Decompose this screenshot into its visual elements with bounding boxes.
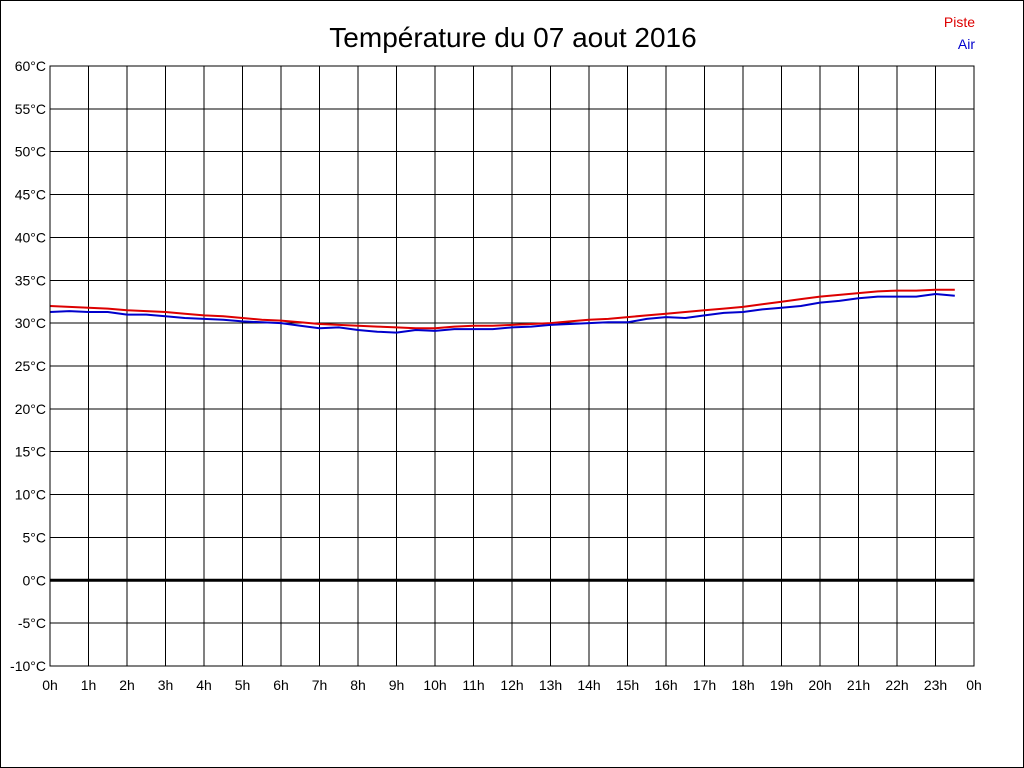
- x-tick-label: 13h: [539, 677, 562, 693]
- x-tick-label: 3h: [158, 677, 174, 693]
- series-line-piste: [49, 288, 955, 330]
- x-tick-label: 17h: [693, 677, 716, 693]
- x-tick-label: 11h: [462, 677, 484, 693]
- grid: [49, 65, 975, 667]
- x-tick-label: 2h: [119, 677, 135, 693]
- chart-title: Température du 07 aout 2016: [329, 22, 696, 53]
- x-tick-label: 7h: [312, 677, 328, 693]
- y-tick-label: 55°C: [15, 101, 46, 117]
- y-tick-label: -5°C: [18, 615, 46, 631]
- x-tick-label: 21h: [847, 677, 870, 693]
- plot-frame: [49, 65, 975, 667]
- legend-entry-air: Air: [958, 36, 975, 52]
- x-tick-label: 9h: [389, 677, 405, 693]
- series-lines: [49, 288, 955, 334]
- y-tick-label: -10°C: [10, 658, 46, 674]
- x-tick-label: 22h: [885, 677, 908, 693]
- x-tick-label: 10h: [423, 677, 446, 693]
- x-tick-label: 15h: [616, 677, 639, 693]
- y-tick-label: 40°C: [15, 229, 46, 245]
- y-tick-label: 15°C: [15, 444, 46, 460]
- y-tick-label: 0°C: [23, 572, 47, 588]
- x-tick-label: 23h: [924, 677, 947, 693]
- x-tick-label: 1h: [81, 677, 97, 693]
- y-tick-label: 45°C: [15, 187, 46, 203]
- x-axis-ticks: 0h 1h 2h 3h 4h 5h 6h 7h 8h 9h 10h 11h 12h 13h 14h 15h 16…: [42, 677, 982, 693]
- x-tick-label: 6h: [273, 677, 289, 693]
- y-axis-ticks: 60°C 55°C 50°C 45°C 40°C 35°C 30°C 25°C 20°C 15°C…: [10, 58, 46, 674]
- legend: Piste Air: [944, 14, 975, 52]
- x-tick-label: 14h: [577, 677, 600, 693]
- plot-border: [49, 65, 975, 667]
- y-tick-label: 10°C: [15, 487, 46, 503]
- series-line-air: [49, 293, 955, 334]
- y-tick-label: 30°C: [15, 315, 46, 331]
- x-tick-label: 8h: [350, 677, 366, 693]
- y-tick-label: 25°C: [15, 358, 46, 374]
- x-tick-label: 4h: [196, 677, 212, 693]
- y-tick-label: 35°C: [15, 272, 46, 288]
- y-tick-label: 50°C: [15, 144, 46, 160]
- x-tick-label: 12h: [500, 677, 523, 693]
- x-tick-label: 0h: [42, 677, 58, 693]
- x-tick-label: 20h: [808, 677, 831, 693]
- x-tick-label: 5h: [235, 677, 251, 693]
- legend-entry-piste: Piste: [944, 14, 975, 30]
- x-tick-label: 18h: [731, 677, 754, 693]
- x-tick-label: 19h: [770, 677, 793, 693]
- x-tick-label: 0h: [966, 677, 982, 693]
- y-tick-label: 5°C: [23, 529, 47, 545]
- x-tick-label: 16h: [654, 677, 677, 693]
- y-tick-label: 20°C: [15, 401, 46, 417]
- y-tick-label: 60°C: [15, 58, 46, 74]
